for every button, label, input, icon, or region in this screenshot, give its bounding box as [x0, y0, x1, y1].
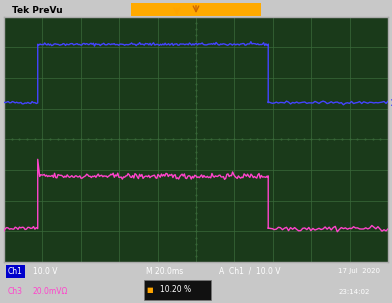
Text: 23:14:02: 23:14:02 [338, 288, 370, 295]
Text: 17 Jul  2020: 17 Jul 2020 [338, 268, 380, 274]
Text: 10.0 V: 10.0 V [33, 267, 57, 276]
Text: 10.20 %: 10.20 % [160, 285, 191, 295]
Text: 20.0mVΩ: 20.0mVΩ [33, 287, 68, 296]
Text: M 20.0ms: M 20.0ms [146, 267, 183, 276]
FancyBboxPatch shape [131, 3, 261, 16]
Text: Ch3: Ch3 [8, 287, 23, 296]
Text: Ch1: Ch1 [8, 267, 23, 276]
Text: Tek PreVu: Tek PreVu [12, 6, 62, 15]
FancyBboxPatch shape [144, 280, 211, 300]
Text: ■: ■ [147, 287, 153, 293]
Text: A  Ch1  /  10.0 V: A Ch1 / 10.0 V [219, 267, 281, 276]
